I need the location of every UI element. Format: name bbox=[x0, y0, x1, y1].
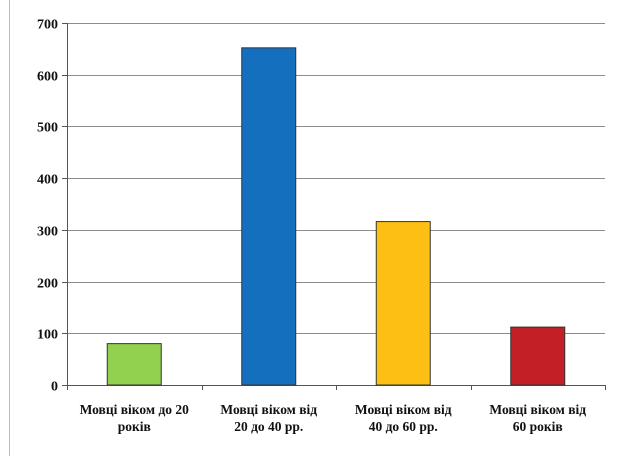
x-tick-label: років bbox=[118, 419, 151, 434]
y-tick-label: 100 bbox=[37, 328, 58, 343]
x-tick-label: 40 до 60 рр. bbox=[369, 419, 438, 434]
y-tick-label: 600 bbox=[37, 70, 58, 85]
y-tick-label: 200 bbox=[37, 277, 58, 292]
axes bbox=[62, 23, 606, 390]
y-tick-label: 300 bbox=[37, 225, 58, 240]
bar bbox=[241, 47, 297, 386]
x-tick-label: Мовці віком від bbox=[220, 402, 317, 417]
bar bbox=[510, 326, 566, 386]
x-tick-label: Мовці віком від bbox=[489, 402, 586, 417]
x-tick-label: 60 років bbox=[513, 419, 563, 434]
x-tick-label: Мовці віком до 20 bbox=[80, 402, 190, 417]
gridlines bbox=[67, 23, 605, 334]
bars bbox=[106, 47, 566, 386]
y-tick-label: 400 bbox=[37, 173, 58, 188]
y-tick-label: 700 bbox=[37, 18, 58, 33]
bar bbox=[375, 221, 431, 386]
x-tick-label: Мовці віком від bbox=[355, 402, 452, 417]
tick-labels: 0 100 200 300 400 500 600 700 Мовці віком до 20 р… bbox=[37, 18, 586, 435]
y-tick-label: 500 bbox=[37, 121, 58, 136]
bar bbox=[106, 343, 162, 386]
y-tick-label: 0 bbox=[51, 380, 58, 395]
x-tick-label: 20 до 40 рр. bbox=[234, 419, 303, 434]
